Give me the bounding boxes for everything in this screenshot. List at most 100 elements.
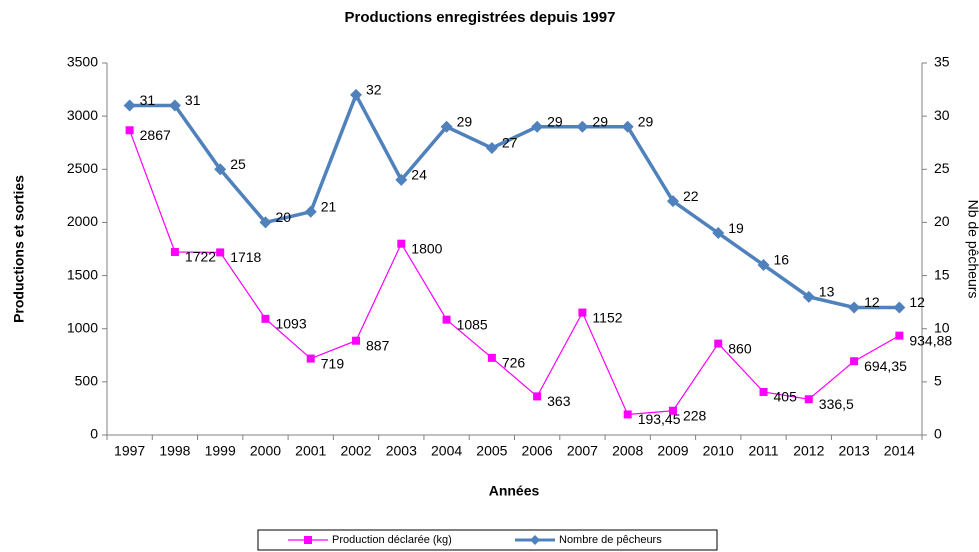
y2-tick-label: 35 [934, 54, 950, 70]
data-label: 25 [230, 156, 246, 172]
data-label: 1718 [230, 249, 261, 265]
x-tick-label: 2002 [340, 443, 371, 459]
data-label: 31 [140, 92, 156, 108]
x-tick-label: 2005 [476, 443, 507, 459]
x-tick-label: 1997 [114, 443, 145, 459]
point [304, 205, 317, 218]
x-tick-label: 2007 [567, 443, 598, 459]
point [578, 308, 587, 317]
point [170, 247, 179, 256]
data-label: 1085 [457, 316, 488, 332]
y2-tick-label: 5 [934, 373, 942, 389]
data-label: 29 [547, 113, 563, 129]
legend-marker [304, 536, 312, 544]
point [712, 227, 725, 240]
data-label: 22 [683, 188, 699, 204]
x-tick-label: 1998 [159, 443, 190, 459]
point [576, 120, 589, 133]
data-label: 20 [275, 209, 291, 225]
y2-tick-label: 0 [934, 426, 942, 442]
point [259, 216, 272, 229]
point [666, 195, 679, 208]
data-label: 1152 [592, 309, 622, 325]
x-tick-label: 2013 [839, 443, 870, 459]
point [802, 290, 815, 303]
point [485, 142, 498, 155]
legend-box [257, 529, 718, 551]
data-label: 694,35 [864, 358, 907, 374]
y-tick-label: 1000 [67, 319, 98, 335]
point [487, 353, 496, 362]
x-tick-label: 2004 [431, 443, 462, 459]
y2-tick-label: 25 [934, 160, 950, 176]
x-tick-label: 2010 [703, 443, 734, 459]
point [850, 357, 859, 366]
data-label: 31 [185, 92, 201, 108]
x-axis-label: Années [489, 483, 540, 499]
point [531, 120, 544, 133]
data-label: 934,88 [909, 332, 952, 348]
data-label: 16 [774, 252, 790, 268]
point [757, 258, 770, 271]
data-label: 405 [774, 389, 798, 405]
x-tick-label: 2014 [884, 443, 915, 459]
x-tick-label: 2012 [793, 443, 824, 459]
point [261, 314, 270, 323]
x-tick-label: 2000 [250, 443, 281, 459]
point [397, 239, 406, 248]
data-label: 1093 [275, 316, 306, 332]
y-tick-label: 2000 [67, 213, 98, 229]
x-tick-label: 2009 [657, 443, 688, 459]
point [623, 410, 632, 419]
point [395, 173, 408, 186]
data-label: 2867 [140, 127, 171, 143]
data-label: 1800 [411, 240, 442, 256]
point [352, 336, 361, 345]
y-axis-label: Productions et sorties [11, 175, 27, 323]
data-label: 1722 [185, 249, 216, 265]
data-label: 719 [321, 355, 345, 371]
data-label: 12 [909, 294, 925, 310]
point [668, 406, 677, 415]
chart-title: Productions enregistrées depuis 1997 [345, 9, 616, 26]
point [533, 392, 542, 401]
y2-axis-label: Nb de pêcheurs [965, 200, 979, 299]
point [759, 387, 768, 396]
line [129, 90, 900, 310]
data-label: 887 [366, 337, 390, 353]
data-label: 21 [321, 199, 337, 215]
data-label: 860 [728, 340, 752, 356]
data-label: 228 [683, 407, 707, 423]
y-tick-label: 3000 [67, 107, 98, 123]
x-tick-label: 2008 [612, 443, 643, 459]
point [440, 120, 453, 133]
point [848, 301, 861, 314]
point [893, 301, 906, 314]
data-label: 12 [864, 294, 880, 310]
data-label: 24 [411, 167, 427, 183]
data-label: 29 [592, 113, 608, 129]
data-label: 13 [819, 284, 835, 300]
point [804, 395, 813, 404]
point [714, 339, 723, 348]
point [214, 163, 227, 176]
data-label: 32 [366, 82, 382, 98]
point [895, 331, 904, 340]
y-tick-label: 3500 [67, 54, 98, 70]
data-label: 27 [502, 135, 518, 151]
x-tick-label: 2001 [295, 443, 326, 459]
x-tick-label: 1999 [205, 443, 236, 459]
y2-tick-label: 30 [934, 107, 950, 123]
legend-label: Nombre de pêcheurs [559, 534, 662, 546]
point [216, 248, 225, 257]
data-label: 193,45 [638, 411, 681, 427]
point [125, 126, 134, 135]
x-tick-label: 2003 [386, 443, 417, 459]
legend-label: Production déclarée (kg) [332, 534, 452, 546]
y2-tick-label: 15 [934, 266, 950, 282]
y2-tick-label: 20 [934, 213, 950, 229]
legend-marker [530, 535, 540, 545]
x-tick-label: 2011 [748, 443, 778, 459]
point [350, 88, 363, 101]
